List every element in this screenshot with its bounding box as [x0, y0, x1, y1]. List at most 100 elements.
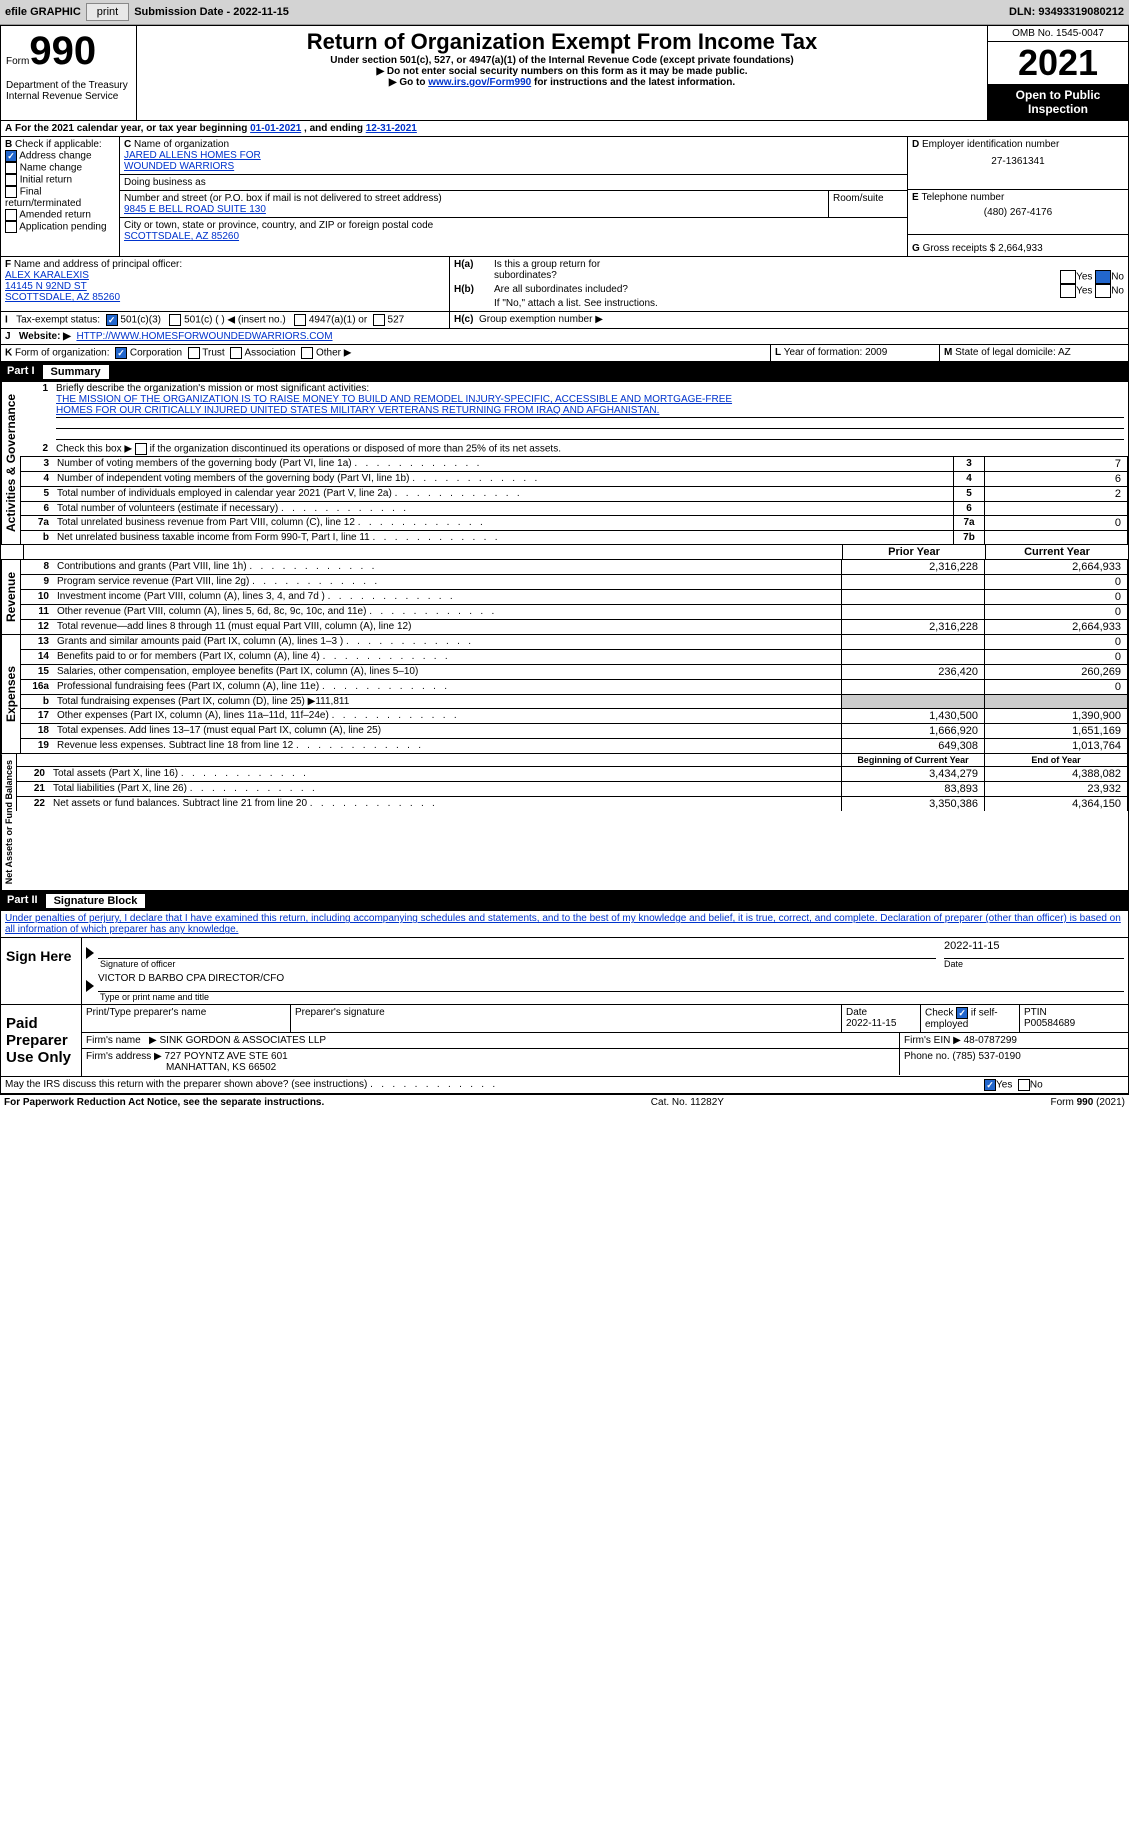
- line-9: 9Program service revenue (Part VIII, lin…: [20, 574, 1128, 589]
- ck-name[interactable]: [5, 162, 17, 174]
- line-a: A For the 2021 calendar year, or tax yea…: [0, 121, 1129, 137]
- subtitle-2: Do not enter social security numbers on …: [142, 66, 982, 77]
- ck-ha-yes[interactable]: [1060, 270, 1076, 284]
- ck-hb-yes[interactable]: [1060, 284, 1076, 298]
- city: SCOTTSDALE, AZ 85260: [124, 231, 903, 242]
- irs-link[interactable]: www.irs.gov/Form990: [428, 77, 531, 88]
- line-21: 21Total liabilities (Part X, line 26)83,…: [16, 781, 1128, 796]
- e-label: Telephone number: [921, 192, 1004, 203]
- ck-self-employed[interactable]: [956, 1007, 968, 1019]
- page-footer: For Paperwork Reduction Act Notice, see …: [0, 1094, 1129, 1110]
- line-22: 22Net assets or fund balances. Subtract …: [16, 796, 1128, 811]
- irs: Internal Revenue Service: [6, 91, 131, 102]
- d-label: Employer identification number: [922, 139, 1059, 150]
- ck-discuss-no[interactable]: [1018, 1079, 1030, 1091]
- ck-other[interactable]: [301, 347, 313, 359]
- ck-initial[interactable]: [5, 174, 17, 186]
- officer-print-name: VICTOR D BARBO CPA DIRECTOR/CFO: [98, 973, 1124, 992]
- ck-ha-no[interactable]: [1095, 270, 1111, 284]
- state-domicile: AZ: [1058, 347, 1071, 358]
- org-name: JARED ALLENS HOMES FOR: [124, 150, 903, 161]
- line-18: 18Total expenses. Add lines 13–17 (must …: [20, 723, 1128, 738]
- dept: Department of the Treasury: [6, 80, 131, 91]
- firm-ein: 48-0787299: [964, 1035, 1017, 1046]
- penalty-statement: Under penalties of perjury, I declare th…: [0, 911, 1129, 938]
- toolbar: efile GRAPHIC print Submission Date - 20…: [0, 0, 1129, 25]
- ck-app[interactable]: [5, 221, 17, 233]
- subtitle-3: Go to www.irs.gov/Form990 for instructio…: [142, 77, 982, 88]
- ck-4947[interactable]: [294, 314, 306, 326]
- line-19: 19Revenue less expenses. Subtract line 1…: [20, 738, 1128, 753]
- officer-city: SCOTTSDALE, AZ 85260: [5, 292, 445, 303]
- line-10: 10Investment income (Part VIII, column (…: [20, 589, 1128, 604]
- ck-amended[interactable]: [5, 209, 17, 221]
- line-13: 13Grants and similar amounts paid (Part …: [20, 635, 1128, 649]
- col-prior: Prior Year: [842, 545, 985, 559]
- subdate-label: Submission Date - 2022-11-15: [134, 6, 289, 18]
- sig-label: Signature of officer: [86, 959, 936, 969]
- form-header: Form990 Department of the Treasury Inter…: [0, 25, 1129, 121]
- room-label: Room/suite: [829, 191, 907, 217]
- line-3: 3Number of voting members of the governi…: [20, 456, 1128, 471]
- block-j: J Website: ▶ HTTP://WWW.HOMESFORWOUNDEDW…: [0, 329, 1129, 345]
- col-beg: Beginning of Current Year: [841, 754, 984, 766]
- print-button[interactable]: print: [86, 3, 129, 21]
- sign-block: Sign Here Signature of officer 2022-11-1…: [0, 938, 1129, 1005]
- line-14: 14Benefits paid to or for members (Part …: [20, 649, 1128, 664]
- prep-date: 2022-11-15: [846, 1018, 896, 1029]
- ck-527[interactable]: [373, 314, 385, 326]
- line-4: 4Number of independent voting members of…: [20, 471, 1128, 486]
- line-16a: 16aProfessional fundraising fees (Part I…: [20, 679, 1128, 694]
- sign-here: Sign Here: [1, 938, 82, 1004]
- org-name-2: WOUNDED WARRIORS: [124, 161, 903, 172]
- ck-final[interactable]: [5, 186, 17, 198]
- tab-revenue: Revenue: [1, 560, 20, 634]
- line-20: 20Total assets (Part X, line 16)3,434,27…: [16, 767, 1128, 781]
- mission-1: THE MISSION OF THE ORGANIZATION IS TO RA…: [56, 394, 732, 405]
- officer-street: 14145 N 92ND ST: [5, 281, 445, 292]
- website[interactable]: HTTP://WWW.HOMESFORWOUNDEDWARRIORS.COM: [76, 331, 332, 342]
- paid-preparer-label: Paid Preparer Use Only: [1, 1005, 82, 1076]
- part-2-header: Part IISignature Block: [0, 891, 1129, 911]
- ck-trust[interactable]: [188, 347, 200, 359]
- part-1-header: Part ISummary: [0, 362, 1129, 382]
- line-6: 6Total number of volunteers (estimate if…: [20, 501, 1128, 515]
- tax-year: 2021: [988, 42, 1128, 84]
- ck-discuss-yes[interactable]: [984, 1079, 996, 1091]
- line-7a: 7aTotal unrelated business revenue from …: [20, 515, 1128, 530]
- g-label: Gross receipts $: [923, 243, 999, 254]
- ck-discontinued[interactable]: [135, 443, 147, 455]
- preparer-block: Paid Preparer Use Only Print/Type prepar…: [0, 1005, 1129, 1077]
- subtitle-1: Under section 501(c), 527, or 4947(a)(1)…: [142, 55, 982, 66]
- triangle-icon: [86, 947, 94, 959]
- col-end: End of Year: [984, 754, 1127, 766]
- block-fh: F Name and address of principal officer:…: [0, 257, 1129, 312]
- ck-corp[interactable]: [115, 347, 127, 359]
- form-number: 990: [29, 29, 96, 73]
- efile-label: efile GRAPHIC: [5, 6, 81, 18]
- ck-assoc[interactable]: [230, 347, 242, 359]
- tab-netassets: Net Assets or Fund Balances: [1, 754, 16, 890]
- line-7b: bNet unrelated business taxable income f…: [20, 530, 1128, 544]
- b-label: Check if applicable:: [15, 139, 102, 150]
- form-label: Form: [6, 56, 29, 67]
- line-11: 11Other revenue (Part VIII, column (A), …: [20, 604, 1128, 619]
- line-8: 8Contributions and grants (Part VIII, li…: [20, 560, 1128, 574]
- street-label: Number and street (or P.O. box if mail i…: [124, 193, 824, 204]
- block-i: I Tax-exempt status: 501(c)(3) 501(c) ( …: [0, 312, 1129, 329]
- ck-501c[interactable]: [169, 314, 181, 326]
- discuss-row: May the IRS discuss this return with the…: [0, 1077, 1129, 1094]
- c-label: Name of organization: [134, 139, 229, 150]
- col-current: Current Year: [985, 545, 1128, 559]
- ck-hb-no[interactable]: [1095, 284, 1111, 298]
- firm-phone: (785) 537-0190: [952, 1051, 1020, 1062]
- open-inspection: Open to Public Inspection: [988, 84, 1128, 120]
- tab-expenses: Expenses: [1, 635, 20, 753]
- sig-date: 2022-11-15: [944, 940, 1124, 959]
- street: 9845 E BELL ROAD SUITE 130: [124, 204, 824, 215]
- block-klm: K Form of organization: Corporation Trus…: [0, 345, 1129, 362]
- ck-address[interactable]: [5, 150, 17, 162]
- ck-501c3[interactable]: [106, 314, 118, 326]
- f-label: Name and address of principal officer:: [14, 259, 182, 270]
- year-formation: 2009: [865, 347, 887, 358]
